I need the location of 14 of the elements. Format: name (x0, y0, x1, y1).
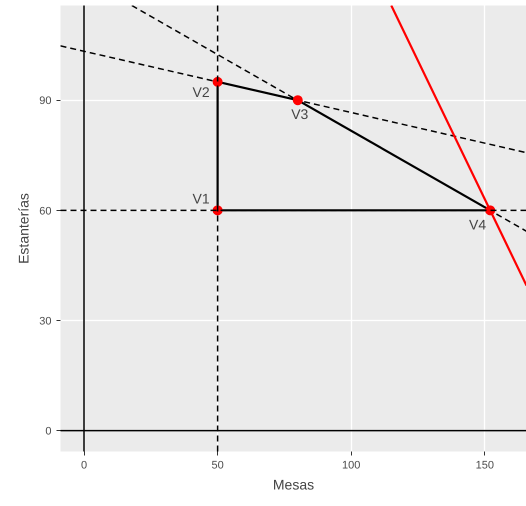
x-axis-title: Mesas (272, 476, 314, 492)
x-tick-label: 0 (80, 460, 88, 472)
x-tick-label: 50 (211, 460, 224, 472)
y-axis-title: Estanterías (15, 193, 32, 264)
annotation: V2 (192, 84, 210, 100)
annotation: V4 (469, 216, 486, 232)
y-tick-label: 30 (39, 315, 52, 328)
annotation: V3 (291, 106, 309, 122)
x-tick-label: 100 (342, 460, 360, 472)
y-tick-label: 90 (39, 95, 52, 108)
annotation: V1 (192, 190, 210, 206)
x-tick-label: 150 (476, 460, 494, 472)
y-tick-label: 0 (45, 426, 52, 438)
y-tick-label: 60 (39, 205, 52, 218)
